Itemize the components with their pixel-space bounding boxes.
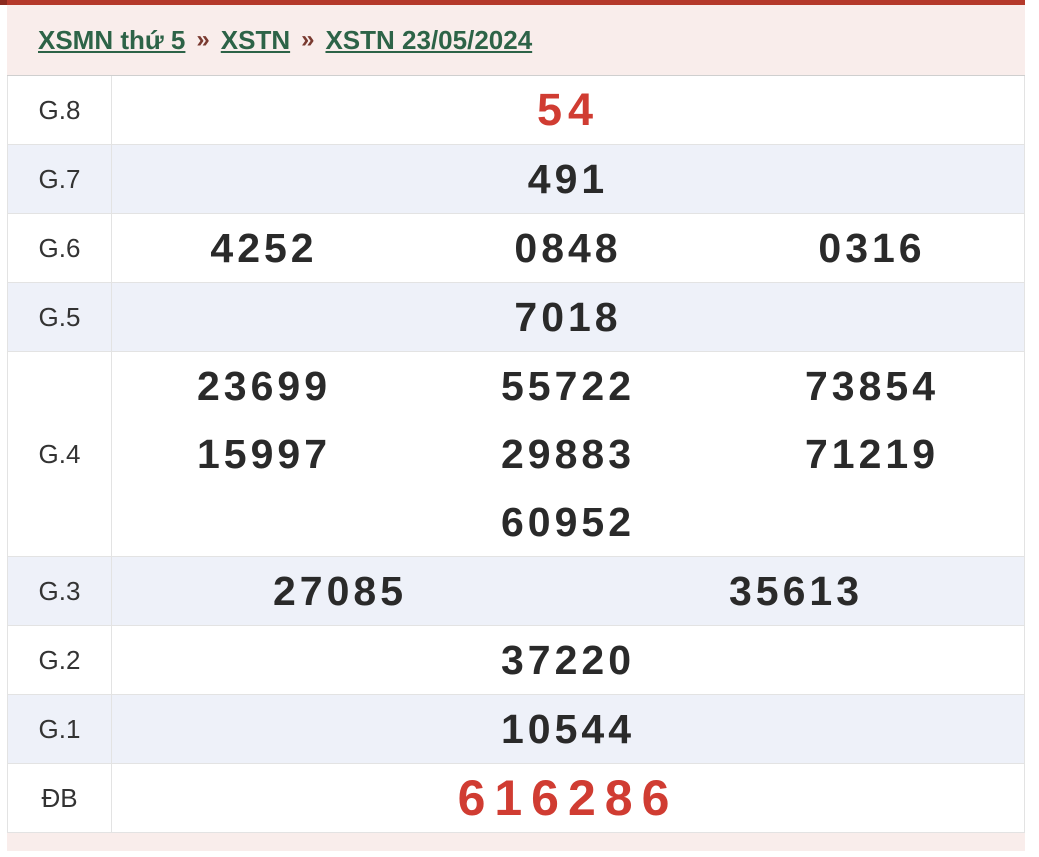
prize-number: 4252 — [210, 224, 318, 271]
prize-label: G.7 — [8, 145, 112, 213]
prize-number: 54 — [536, 84, 600, 135]
prize-number: 37220 — [500, 636, 635, 683]
prize-number: 29883 — [500, 430, 635, 477]
prize-number: 23699 — [196, 362, 331, 409]
prize-number-empty — [720, 488, 1024, 556]
footer-strip — [7, 833, 1025, 851]
prize-line: 23699 55722 73854 — [112, 352, 1024, 420]
table-row: G.3 27085 35613 — [8, 557, 1024, 626]
page-content: XSMN thứ 5 » XSTN » XSTN 23/05/2024 G.8 5… — [7, 5, 1025, 851]
prize-number: 71219 — [804, 430, 939, 477]
prize-label: G.8 — [8, 76, 112, 144]
prize-label: G.5 — [8, 283, 112, 351]
prize-line: 27085 35613 — [112, 557, 1024, 625]
prize-values: 7018 — [112, 283, 1024, 351]
top-accent-bar — [0, 0, 1025, 5]
prize-line: 15997 29883 71219 — [112, 420, 1024, 488]
table-row: G.5 7018 — [8, 283, 1024, 352]
prize-label: G.6 — [8, 214, 112, 282]
prize-values: 37220 — [112, 626, 1024, 694]
table-row: G.7 491 — [8, 145, 1024, 214]
table-row: G.1 10544 — [8, 695, 1024, 764]
table-row: ĐB 616286 — [8, 764, 1024, 833]
breadcrumb: XSMN thứ 5 » XSTN » XSTN 23/05/2024 — [7, 5, 1025, 76]
breadcrumb-link-xsmn-thu5[interactable]: XSMN thứ 5 — [38, 24, 186, 55]
prize-line: 616286 — [112, 764, 1024, 832]
prize-line: 7018 — [112, 283, 1024, 351]
prize-line: 491 — [112, 145, 1024, 213]
breadcrumb-separator: » — [196, 26, 210, 53]
table-row: G.8 54 — [8, 76, 1024, 145]
prize-values: 54 — [112, 76, 1024, 144]
prize-label: G.2 — [8, 626, 112, 694]
breadcrumb-link-xstn[interactable]: XSTN — [220, 24, 291, 55]
prize-label: G.1 — [8, 695, 112, 763]
prize-line: 10544 — [112, 695, 1024, 763]
prize-number: 27085 — [272, 567, 407, 614]
prize-number: 15997 — [196, 430, 331, 477]
prize-values: 10544 — [112, 695, 1024, 763]
prize-number: 491 — [527, 155, 609, 202]
prize-values: 27085 35613 — [112, 557, 1024, 625]
prize-number: 10544 — [500, 705, 635, 752]
prize-label: G.4 — [8, 352, 112, 556]
breadcrumb-link-xstn-date[interactable]: XSTN 23/05/2024 — [325, 24, 533, 55]
table-row: G.6 4252 0848 0316 — [8, 214, 1024, 283]
prize-number: 35613 — [728, 567, 863, 614]
prize-values: 616286 — [112, 764, 1024, 832]
results-table: G.8 54 G.7 491 G.6 4252 0848 0316 G.5 7018 G.4 2369… — [7, 76, 1025, 833]
breadcrumb-separator: » — [301, 26, 315, 53]
prize-number: 0316 — [818, 224, 926, 271]
top-accent-bar-cap — [0, 0, 7, 5]
prize-line: 54 — [112, 76, 1024, 144]
prize-values: 4252 0848 0316 — [112, 214, 1024, 282]
prize-values: 23699 55722 73854 15997 29883 71219 60952 — [112, 352, 1024, 556]
prize-line: 60952 — [112, 488, 1024, 556]
prize-line: 4252 0848 0316 — [112, 214, 1024, 282]
prize-number: 0848 — [514, 224, 622, 271]
prize-number: 7018 — [514, 293, 622, 340]
prize-line: 37220 — [112, 626, 1024, 694]
prize-number: 60952 — [500, 498, 635, 545]
table-row: G.4 23699 55722 73854 15997 29883 71219 60952 — [8, 352, 1024, 557]
table-row: G.2 37220 — [8, 626, 1024, 695]
prize-values: 491 — [112, 145, 1024, 213]
prize-number-empty — [112, 488, 416, 556]
prize-number: 55722 — [500, 362, 635, 409]
prize-number: 616286 — [457, 770, 679, 826]
prize-label: ĐB — [8, 764, 112, 832]
prize-label: G.3 — [8, 557, 112, 625]
prize-number: 73854 — [804, 362, 939, 409]
